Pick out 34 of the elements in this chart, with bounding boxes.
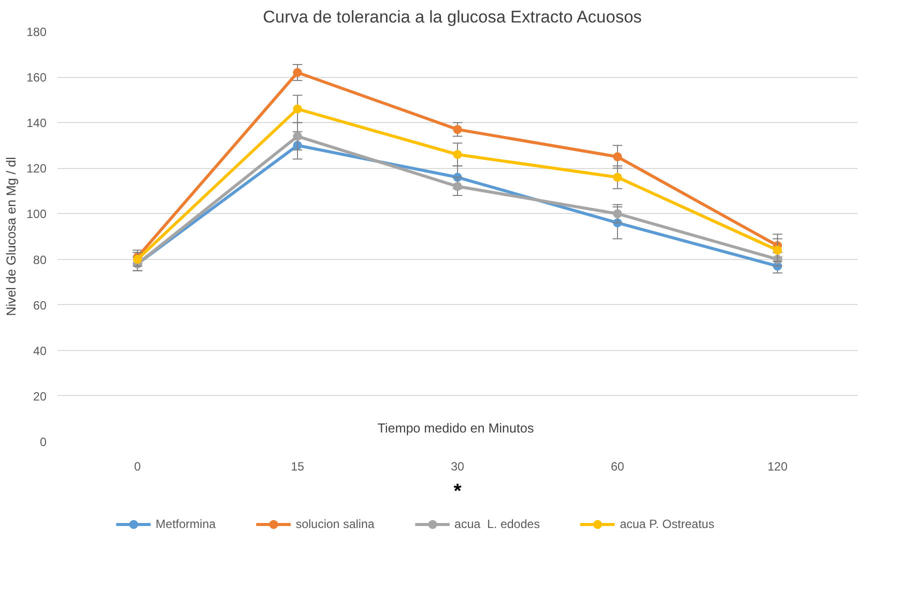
x-tick-label: 60	[610, 460, 624, 474]
text: *	[454, 480, 462, 502]
x-axis-title: Tiempo medido en Minutos	[378, 420, 534, 436]
x-tick-label: 120	[767, 460, 788, 474]
y-tick-label: 0	[40, 435, 47, 449]
point	[613, 152, 622, 162]
legend-label: Metformina	[156, 517, 216, 531]
x-tick-label: 15	[290, 460, 304, 474]
y-tick-label: 120	[26, 162, 47, 176]
y-tick-label: 60	[33, 298, 47, 312]
y-tick-label: 80	[33, 252, 47, 267]
y-tick-label: 100	[26, 207, 47, 222]
x-tick-label: 0	[134, 460, 142, 474]
point	[453, 182, 462, 191]
point	[453, 150, 462, 159]
y-tick-label: 160	[26, 70, 47, 85]
point	[613, 209, 622, 218]
legend-label: acua L. edodes	[454, 517, 540, 531]
point	[773, 246, 782, 255]
y-tick-label: 140	[26, 116, 47, 130]
legend-label: acua P. Ostreatus	[620, 517, 714, 531]
point	[613, 172, 622, 182]
point	[293, 68, 302, 77]
legend-label: solucion salina	[296, 517, 374, 531]
y-tick-label: 180	[26, 25, 47, 39]
x-tick-label: 30	[450, 460, 464, 474]
chart-title: Curva de tolerancia a la glucosa Extracto Acuosos	[262, 8, 642, 26]
point	[293, 104, 302, 114]
y-tick-label: 20	[33, 389, 47, 404]
point	[453, 124, 462, 134]
y-tick-label: 40	[33, 344, 47, 358]
point	[293, 132, 302, 141]
y-axis-title: Nivel de Glucosa en Mg / dl	[3, 156, 18, 316]
point	[133, 254, 142, 264]
